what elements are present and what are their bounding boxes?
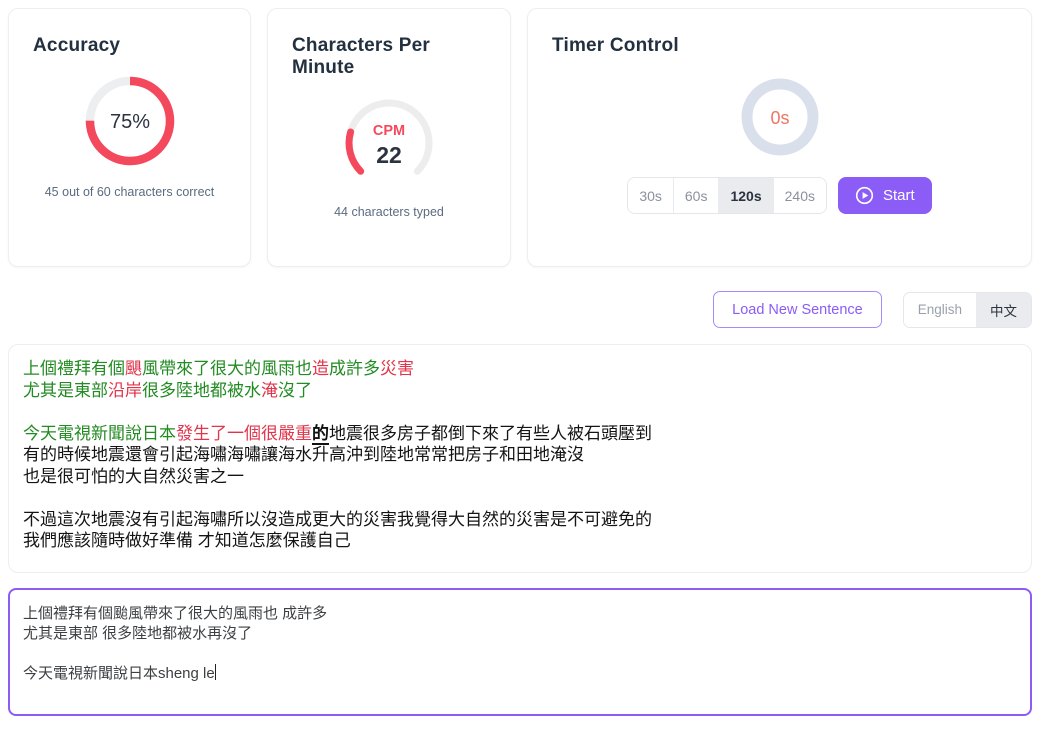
target-text-line [23,401,1017,423]
target-text-line [23,487,1017,509]
timer-title: Timer Control [552,35,679,56]
duration-60s-button[interactable]: 60s [673,178,720,213]
accuracy-title: Accuracy [33,35,121,56]
accuracy-card: Accuracy 75% 45 out of 60 characters cor… [8,8,251,267]
target-text-line: 也是很可怕的大自然災害之一 [23,466,1017,488]
target-sentence-card: 上個禮拜有個颶風帶來了很大的風雨也造成許多災害 尤其是東部沿岸很多陸地都被水淹沒了… [8,344,1032,573]
start-button[interactable]: Start [837,177,932,214]
target-char-segment-black: 我們應該隨時做好準備 才知道怎麼保護自己 [23,531,351,550]
typed-text-line: 今天電視新聞說日本sheng le [23,664,216,682]
accuracy-caption: 45 out of 60 characters correct [44,185,215,199]
target-text-line: 今天電視新聞說日本發生了一個很嚴重的地震很多房子都倒下來了有些人被石頭壓到 [23,423,1017,445]
cpm-gauge-chart: CPM 22 [292,93,486,189]
target-text: 上個禮拜有個颶風帶來了很大的風雨也造成許多災害 尤其是東部沿岸很多陸地都被水淹沒了… [23,358,1017,552]
duration-120s-button[interactable]: 120s [719,178,774,213]
timer-elapsed: 0s [770,108,789,128]
timer-card: Timer Control 0s 30s 60s 120s 240s [527,8,1032,267]
cpm-value: 22 [376,142,402,168]
duration-30s-button[interactable]: 30s [628,178,674,213]
duration-segmented-control: 30s 60s 120s 240s [627,177,827,214]
typed-text-line [23,644,1017,664]
typed-text-line: 尤其是東部 很多陸地都被水再沒了 [23,625,253,642]
language-toggle: English 中文 [902,291,1032,328]
target-text-line: 我們應該隨時做好準備 才知道怎麼保護自己 [23,530,1017,552]
target-char-segment-green: 很多陸地都被水 [142,380,261,400]
load-new-sentence-button[interactable]: Load New Sentence [713,291,882,328]
target-char-segment-black: 有的時候地震還會引起海嘯海嘯讓海水升高沖到陸地常常把房子和田地淹沒 [23,445,584,464]
target-text-line: 尤其是東部沿岸很多陸地都被水淹沒了 [23,380,1017,402]
target-char-segment-green: 沒了 [278,380,312,400]
target-char-segment-green: 風帶來了很大的風雨也 [142,359,312,378]
target-char-segment-black: 不過這次地震沒有引起海嘯所以沒造成更大的災害我覺得大自然的災害是不可避免的 [23,509,652,529]
lang-chinese-button[interactable]: 中文 [976,292,1031,327]
target-char-segment-red: 災害 [380,359,414,378]
actions-row: Load New Sentence English 中文 [8,291,1032,328]
lang-english-button[interactable]: English [903,292,976,327]
cpm-card: Characters Per Minute CPM 22 44 characte… [267,8,511,267]
target-char-segment-green: 上個禮拜有個 [23,359,125,378]
target-char-segment-red: 淹 [261,380,278,400]
stats-row: Accuracy 75% 45 out of 60 characters cor… [8,8,1032,267]
target-char-segment-current: 的 [312,423,329,445]
target-char-segment-black: 地震很多房子都倒下來了有些人被石頭壓到 [329,423,652,443]
target-text-line: 有的時候地震還會引起海嘯海嘯讓海水升高沖到陸地常常把房子和田地淹沒 [23,444,1017,466]
target-char-segment-green: 尤其是東部 [23,380,108,400]
target-char-segment-green: 成許多 [329,359,380,378]
duration-240s-button[interactable]: 240s [773,178,826,213]
timer-controls: 30s 60s 120s 240s Start [552,177,1007,214]
typed-text-line: 上個禮拜有個颱風帶來了很大的風雨也 成許多 [23,605,328,622]
accuracy-percent: 75% [109,111,149,133]
target-text-line: 上個禮拜有個颶風帶來了很大的風雨也造成許多災害 [23,358,1017,380]
cpm-title: Characters Per Minute [292,35,430,78]
target-char-segment-red: 颶 [125,359,142,378]
accuracy-donut-chart: 75% [33,73,226,169]
typed-text: 上個禮拜有個颱風帶來了很大的風雨也 成許多 尤其是東部 很多陸地都被水再沒了 今天電… [23,604,1017,684]
text-caret [214,664,216,680]
target-text-line: 不過這次地震沒有引起海嘯所以沒造成更大的災害我覺得大自然的災害是不可避免的 [23,509,1017,531]
target-char-segment-red: 造 [312,359,329,378]
target-char-segment-black: 也是很可怕的大自然災害之一 [23,466,244,486]
cpm-caption: 44 characters typed [334,205,444,219]
typing-input[interactable]: 上個禮拜有個颱風帶來了很大的風雨也 成許多 尤其是東部 很多陸地都被水再沒了 今天電… [8,588,1032,716]
start-button-label: Start [882,187,915,204]
target-char-segment-green: 今天電視新聞說日本 [23,423,176,443]
cpm-label: CPM [373,123,405,139]
target-char-segment-red: 沿岸 [108,380,142,400]
target-char-segment-red: 發生了一個很嚴重 [176,423,312,443]
play-circle-icon [855,186,874,205]
timer-ring: 0s [552,75,1007,159]
